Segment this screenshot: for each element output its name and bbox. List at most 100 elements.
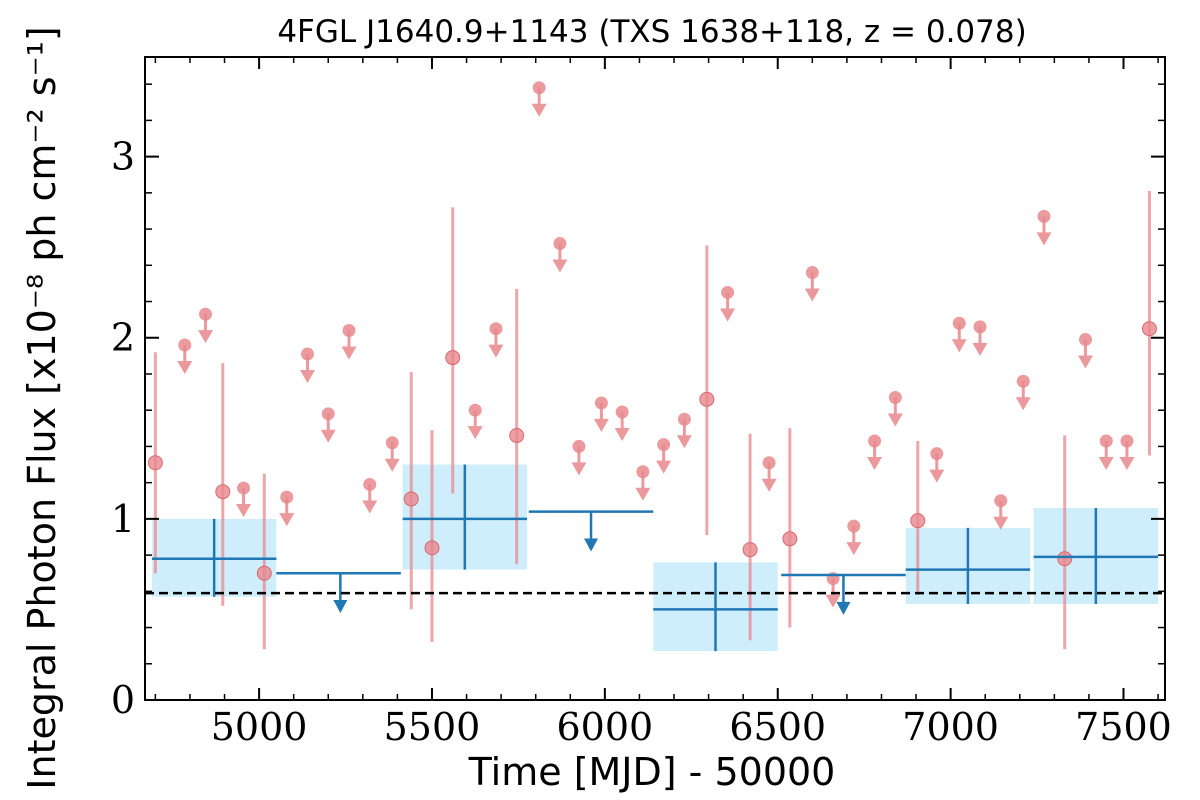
monthly-upper-limit-18 xyxy=(676,419,692,449)
monthly-point-5 xyxy=(445,350,461,366)
monthly-upper-limit-12 xyxy=(552,243,568,273)
y-tick-label: 3 xyxy=(111,135,135,179)
monthly-upper-limit-arrow-4 xyxy=(300,370,316,384)
monthly-upper-limit-arrow-15 xyxy=(614,427,630,441)
x-tick-label: 5000 xyxy=(211,705,308,749)
y-tick-label: 0 xyxy=(111,678,135,722)
x-tick-label: 7000 xyxy=(902,705,999,749)
monthly-upper-limit-27 xyxy=(951,323,967,353)
chart-title: 4FGL J1640.9+1143 (TXS 1638+118, z = 0.0… xyxy=(277,14,1026,50)
monthly-point-10 xyxy=(910,513,926,529)
monthly-upper-limit-arrow-2 xyxy=(236,504,252,518)
plot-area xyxy=(145,81,1165,652)
monthly-upper-limit-arrow-28 xyxy=(972,342,988,356)
monthly-upper-limit-arrow-1 xyxy=(198,330,214,344)
monthly-upper-limit-8 xyxy=(384,442,400,472)
monthly-upper-limit-4 xyxy=(300,354,316,384)
monthly-upper-limit-32 xyxy=(1077,339,1093,369)
monthly-upper-limit-arrow-13 xyxy=(571,462,587,476)
monthly-upper-limit-5 xyxy=(320,413,336,443)
x-tick-label: 6500 xyxy=(729,705,826,749)
y-tick-label: 1 xyxy=(111,497,135,541)
monthly-point-1 xyxy=(215,484,231,500)
monthly-upper-limit-1 xyxy=(198,314,214,344)
monthly-upper-limit-arrow-11 xyxy=(531,103,547,117)
monthly-point-11 xyxy=(1057,551,1073,567)
monthly-point-4 xyxy=(424,540,440,556)
monthly-upper-limit-11 xyxy=(531,87,547,117)
yearly-upper-limit-arrow-0 xyxy=(333,600,348,614)
yearly-upper-limit-arrow-1 xyxy=(584,538,599,552)
monthly-upper-limit-arrow-26 xyxy=(929,469,945,483)
monthly-upper-limit-29 xyxy=(993,500,1009,530)
monthly-upper-limit-arrow-17 xyxy=(656,460,672,474)
monthly-upper-limit-arrow-7 xyxy=(362,500,378,514)
monthly-point-12 xyxy=(1141,321,1157,337)
monthly-upper-limit-arrow-34 xyxy=(1119,456,1135,470)
yearly-upper-limit-arrow-2 xyxy=(836,601,851,615)
monthly-upper-limit-14 xyxy=(593,402,609,432)
monthly-point-3 xyxy=(403,491,419,507)
monthly-upper-limit-25 xyxy=(887,397,903,427)
monthly-upper-limit-7 xyxy=(362,484,378,514)
monthly-upper-limit-2 xyxy=(236,488,252,518)
monthly-upper-limit-34 xyxy=(1119,440,1135,470)
y-axis-ticks: 0 1 2 3 xyxy=(111,83,1165,722)
monthly-upper-limit-16 xyxy=(635,471,651,501)
monthly-upper-limit-17 xyxy=(656,444,672,474)
monthly-upper-limit-23 xyxy=(846,526,862,556)
monthly-point-0 xyxy=(147,455,163,471)
monthly-upper-limit-arrow-19 xyxy=(720,308,736,322)
monthly-upper-limit-arrow-27 xyxy=(951,339,967,353)
monthly-upper-limit-15 xyxy=(614,412,630,441)
monthly-point-9 xyxy=(782,531,798,547)
monthly-upper-limit-arrow-29 xyxy=(993,516,1009,530)
monthly-upper-limit-arrow-33 xyxy=(1098,456,1114,470)
monthly-upper-limit-0 xyxy=(177,344,193,374)
x-axis-ticks: 5000 5500 6000 6500 7000 7500 xyxy=(154,57,1172,749)
monthly-upper-limit-33 xyxy=(1098,440,1114,470)
monthly-upper-limit-3 xyxy=(279,497,295,527)
monthly-upper-limit-26 xyxy=(929,453,945,483)
monthly-upper-limit-arrow-5 xyxy=(320,429,336,443)
monthly-upper-limit-arrow-3 xyxy=(279,513,295,527)
monthly-point-7 xyxy=(699,391,715,407)
monthly-upper-limit-arrow-18 xyxy=(676,435,692,449)
x-tick-label: 5500 xyxy=(384,705,481,749)
x-tick-label: 6000 xyxy=(557,705,654,749)
monthly-upper-limit-arrow-14 xyxy=(593,418,609,432)
monthly-upper-limit-21 xyxy=(804,272,820,302)
monthly-upper-limit-arrow-25 xyxy=(887,413,903,427)
y-tick-label: 2 xyxy=(111,316,135,360)
monthly-upper-limit-20 xyxy=(761,462,777,492)
monthly-point-2 xyxy=(256,565,272,581)
x-axis-label: Time [MJD] - 50000 xyxy=(468,750,836,794)
monthly-upper-limit-arrow-30 xyxy=(1015,397,1031,411)
monthly-point-8 xyxy=(742,542,758,558)
monthly-upper-limit-10 xyxy=(488,328,504,358)
monthly-upper-limit-24 xyxy=(867,440,883,470)
monthly-upper-limit-arrow-24 xyxy=(867,456,883,470)
plot-frame xyxy=(144,56,1166,701)
monthly-upper-limit-arrow-32 xyxy=(1077,355,1093,369)
monthly-upper-limit-9 xyxy=(467,410,483,440)
monthly-upper-limit-arrow-16 xyxy=(635,487,651,501)
monthly-upper-limit-13 xyxy=(571,446,587,476)
monthly-upper-limit-6 xyxy=(341,330,357,360)
x-tick-label: 7500 xyxy=(1075,705,1172,749)
monthly-upper-limit-arrow-0 xyxy=(177,360,193,374)
monthly-upper-limit-arrow-23 xyxy=(846,542,862,556)
monthly-upper-limit-arrow-21 xyxy=(804,288,820,302)
monthly-upper-limit-arrow-6 xyxy=(341,346,357,360)
monthly-upper-limit-31 xyxy=(1036,216,1052,246)
monthly-upper-limit-arrow-10 xyxy=(488,344,504,358)
monthly-upper-limit-arrow-22 xyxy=(825,594,841,608)
y-axis-label: Integral Photon Flux [x10⁻⁸ ph cm⁻² s⁻¹] xyxy=(20,26,64,789)
monthly-upper-limit-arrow-20 xyxy=(761,478,777,492)
monthly-upper-limit-30 xyxy=(1015,381,1031,411)
monthly-upper-limit-arrow-31 xyxy=(1036,232,1052,246)
monthly-upper-limit-28 xyxy=(972,326,988,356)
monthly-point-6 xyxy=(509,428,525,444)
monthly-upper-limit-19 xyxy=(720,292,736,322)
